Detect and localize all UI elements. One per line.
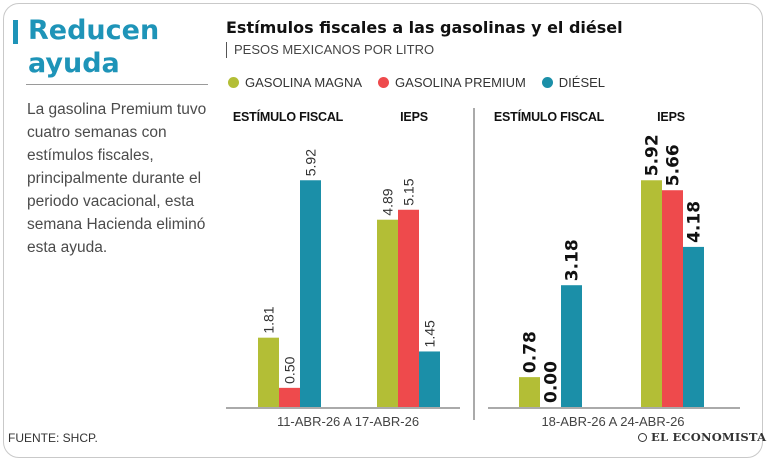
data-label: 3.18 [563,239,583,281]
bar-premium [662,190,683,407]
bar-magna [258,337,279,407]
legend-item-magna: GASOLINA MAGNA [228,75,362,90]
data-label: 4.89 [380,188,396,215]
chart-legend: GASOLINA MAGNA GASOLINA PREMIUM DIÉSEL [228,75,605,90]
section-label: ESTÍMULO FISCAL [233,109,344,124]
data-label: 1.45 [422,320,438,347]
bar-diesel [419,351,440,407]
brand-logo: EL ECONOMISTA [638,430,766,444]
headline-line-2: ayuda [28,48,120,79]
bar-diesel [683,246,704,407]
bar-magna [377,219,398,407]
legend-label-premium: GASOLINA PREMIUM [395,75,526,90]
legend-swatch-magna [228,77,239,88]
chart-subtitle: PESOS MEXICANOS POR LITRO [226,42,434,58]
legend-swatch-diesel [541,77,553,88]
legend-item-premium: GASOLINA PREMIUM [378,75,526,90]
data-label: 0.78 [521,331,541,373]
bar-diesel [561,285,582,407]
data-label: 1.81 [261,306,277,333]
section-label: IEPS [657,110,685,124]
period-label: 11-ABR-26 A 17-ABR-26 [277,414,419,429]
data-label: 5.15 [401,178,417,205]
brand-mark-icon [638,432,647,442]
data-label: 5.66 [664,144,684,186]
legend-swatch-premium [378,77,390,88]
bar-magna [519,377,540,407]
description-text: La gasolina Premium tuvo cuatro semanas … [27,101,207,256]
legend-item-diesel: DIÉSEL [541,75,606,90]
data-label: 5.92 [303,149,319,176]
headline-line-1: Reducen [28,15,160,46]
headline: Reducen ayuda [28,14,208,80]
section-label: IEPS [400,110,428,124]
section-label: ESTÍMULO FISCAL [494,109,605,124]
bar-magna [641,180,662,407]
data-label: 5.92 [643,134,663,176]
brand-name: EL ECONOMISTA [651,430,767,444]
legend-label-diesel: DIÉSEL [558,75,606,90]
bar-premium [279,387,300,407]
bar-premium [398,209,419,407]
chart-title: Estímulos fiscales a las gasolinas y el … [226,18,623,37]
period-label: 18-ABR-26 A 24-ABR-26 [541,414,684,429]
source-note: FUENTE: SHCP. [8,431,98,445]
headline-accent-bar [13,20,18,44]
data-label: 0.50 [282,356,298,383]
data-label: 4.18 [685,201,705,243]
headline-divider [26,84,208,85]
legend-label-magna: GASOLINA MAGNA [245,75,363,90]
data-label: 0.00 [542,361,562,403]
bar-diesel [300,180,321,407]
